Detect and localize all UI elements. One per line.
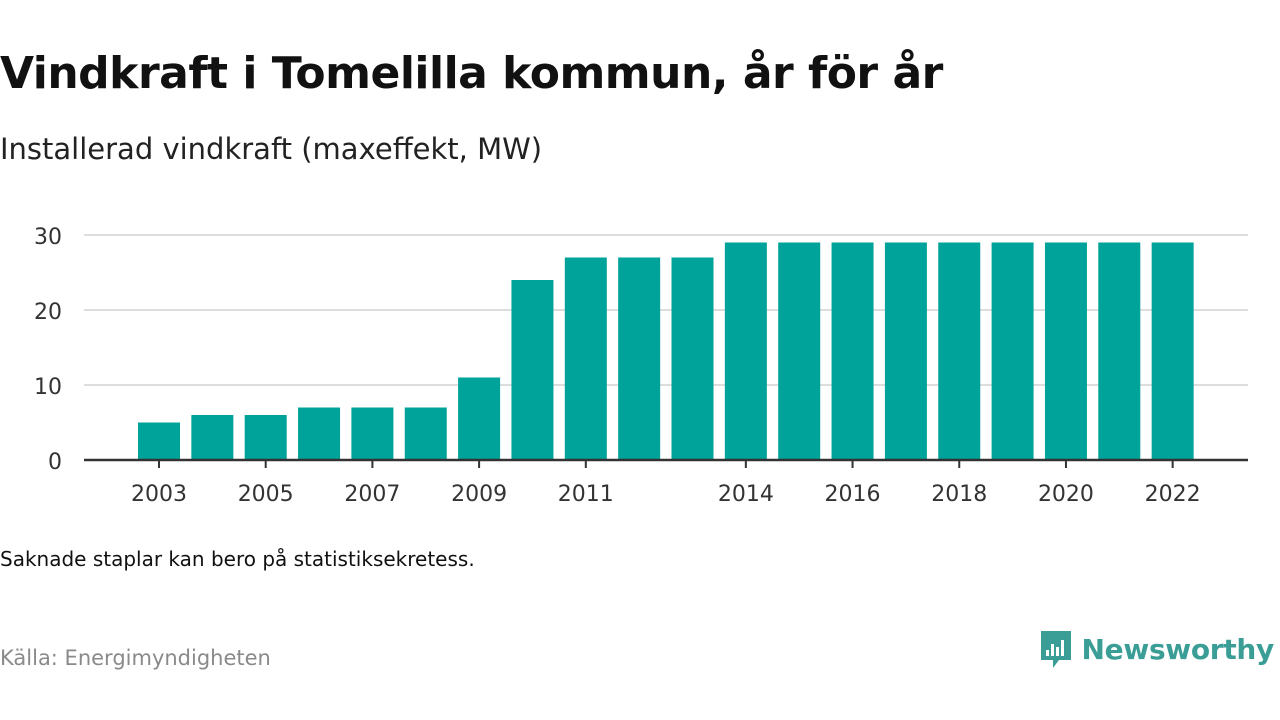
chart-title: Vindkraft i Tomelilla kommun, år för år: [0, 48, 943, 99]
footnote: Saknade staplar kan bero på statistiksek…: [0, 547, 475, 571]
x-tick-label: 2014: [718, 482, 774, 507]
bar-2012: [618, 257, 661, 460]
bar-2013: [671, 257, 714, 460]
bar-2006: [298, 407, 341, 460]
bar-2011: [564, 257, 607, 460]
x-axis-ticks: 2003 2005 2007 2009 2011 2014 2016 2018 2020 2022: [131, 460, 1201, 507]
x-tick-label: 2011: [558, 482, 614, 507]
brand-logo[interactable]: Newsworthy: [1038, 628, 1274, 670]
bar-2004: [191, 415, 234, 460]
y-tick-label: 0: [48, 450, 62, 475]
x-tick-label: 2016: [825, 482, 881, 507]
bar-2005: [244, 415, 287, 460]
bar-2018: [938, 242, 981, 460]
bar-2009: [458, 377, 501, 460]
bar-2008: [404, 407, 447, 460]
bar-2017: [884, 242, 927, 460]
chart-subtitle: Installerad vindkraft (maxeffekt, MW): [0, 132, 543, 166]
brand-name: Newsworthy: [1081, 632, 1275, 666]
source-label: Källa: Energimyndigheten: [0, 646, 271, 670]
bar-chart: 0 10 20 30 2003 2005 2007 2009 2011 2014 2016 2018…: [34, 225, 1248, 507]
y-tick-label: 30: [34, 225, 62, 250]
bar-2003: [138, 422, 180, 460]
bar-2020: [1044, 242, 1087, 460]
bar-2014: [724, 242, 767, 460]
x-tick-label: 2020: [1038, 482, 1094, 507]
x-tick-label: 2022: [1145, 482, 1201, 507]
bar-2022: [1151, 242, 1194, 460]
bar-2010: [511, 280, 554, 460]
x-tick-label: 2009: [451, 482, 507, 507]
bar-2021: [1098, 242, 1141, 460]
newsworthy-logo-icon: [1040, 631, 1071, 668]
x-tick-label: 2003: [131, 482, 187, 507]
y-tick-label: 20: [34, 300, 62, 325]
bar-2007: [351, 407, 394, 460]
x-tick-label: 2018: [931, 482, 987, 507]
bar-2019: [991, 242, 1034, 460]
y-axis-ticks: 0 10 20 30: [34, 225, 62, 475]
bar-2016: [831, 242, 874, 460]
bar-2015: [778, 242, 821, 460]
y-tick-label: 10: [34, 375, 62, 400]
x-tick-label: 2007: [344, 482, 400, 507]
x-tick-label: 2005: [238, 482, 294, 507]
bars: [138, 242, 1194, 460]
